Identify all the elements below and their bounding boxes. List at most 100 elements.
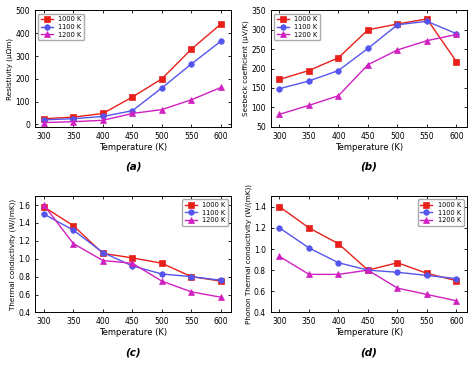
1100 K <box>395 270 401 275</box>
1100 K <box>41 212 47 216</box>
1100 K <box>306 79 312 83</box>
1100 K <box>336 68 341 73</box>
Y-axis label: Seebeck coefficient (μV/K): Seebeck coefficient (μV/K) <box>243 21 249 116</box>
1100 K <box>159 272 164 276</box>
1000 K <box>41 205 47 209</box>
Legend: 1000 K, 1100 K, 1200 K: 1000 K, 1100 K, 1200 K <box>274 14 320 40</box>
1200 K <box>306 272 312 277</box>
1000 K <box>129 95 135 99</box>
Legend: 1000 K, 1100 K, 1200 K: 1000 K, 1100 K, 1200 K <box>418 199 464 226</box>
Line: 1100 K: 1100 K <box>41 211 224 283</box>
1200 K <box>41 120 47 125</box>
1000 K <box>189 275 194 279</box>
Line: 1200 K: 1200 K <box>41 85 224 125</box>
1200 K <box>336 93 341 98</box>
Legend: 1000 K, 1100 K, 1200 K: 1000 K, 1100 K, 1200 K <box>38 14 84 40</box>
1000 K <box>100 111 106 116</box>
1000 K <box>41 117 47 121</box>
Legend: 1000 K, 1100 K, 1200 K: 1000 K, 1100 K, 1200 K <box>182 199 228 226</box>
1200 K <box>277 254 283 259</box>
1200 K <box>395 286 401 290</box>
1000 K <box>454 279 459 283</box>
1000 K <box>306 68 312 73</box>
1000 K <box>189 47 194 52</box>
1100 K <box>159 86 164 90</box>
1000 K <box>71 115 76 119</box>
Line: 1000 K: 1000 K <box>41 204 224 284</box>
1100 K <box>129 109 135 113</box>
1200 K <box>100 118 106 123</box>
1000 K <box>218 279 224 283</box>
1100 K <box>100 114 106 118</box>
1200 K <box>129 261 135 265</box>
1100 K <box>277 86 283 91</box>
1000 K <box>454 59 459 64</box>
Y-axis label: Phonon Thermal conductivity (W/(mK)): Phonon Thermal conductivity (W/(mK)) <box>245 184 252 324</box>
1200 K <box>395 48 401 52</box>
1200 K <box>71 241 76 246</box>
1000 K <box>424 271 430 276</box>
Text: (a): (a) <box>125 162 141 171</box>
1000 K <box>71 223 76 228</box>
1200 K <box>218 85 224 90</box>
1000 K <box>424 17 430 21</box>
Line: 1100 K: 1100 K <box>277 18 459 92</box>
1200 K <box>189 98 194 102</box>
Line: 1000 K: 1000 K <box>277 16 459 82</box>
1200 K <box>41 203 47 207</box>
1200 K <box>336 272 341 277</box>
1100 K <box>395 22 401 27</box>
1100 K <box>218 39 224 43</box>
1100 K <box>365 46 371 51</box>
1100 K <box>336 261 341 265</box>
1100 K <box>365 268 371 272</box>
1100 K <box>129 264 135 268</box>
1200 K <box>277 112 283 117</box>
X-axis label: Temperature (K): Temperature (K) <box>99 143 167 152</box>
1200 K <box>306 103 312 107</box>
1000 K <box>395 261 401 265</box>
1000 K <box>277 77 283 82</box>
Line: 1200 K: 1200 K <box>277 32 459 117</box>
1000 K <box>277 205 283 209</box>
Line: 1200 K: 1200 K <box>41 202 224 300</box>
1100 K <box>189 62 194 66</box>
1200 K <box>454 32 459 37</box>
1100 K <box>424 19 430 24</box>
1100 K <box>100 250 106 255</box>
Text: (d): (d) <box>360 347 377 357</box>
1200 K <box>365 63 371 67</box>
1000 K <box>218 22 224 26</box>
Text: (b): (b) <box>360 162 377 171</box>
1200 K <box>424 292 430 297</box>
1100 K <box>454 276 459 281</box>
1100 K <box>424 273 430 277</box>
1000 K <box>365 268 371 272</box>
Line: 1100 K: 1100 K <box>277 225 459 282</box>
1200 K <box>71 120 76 124</box>
Line: 1200 K: 1200 K <box>277 254 459 304</box>
1000 K <box>129 256 135 260</box>
1200 K <box>159 107 164 112</box>
1100 K <box>306 246 312 250</box>
X-axis label: Temperature (K): Temperature (K) <box>335 328 403 337</box>
1200 K <box>424 39 430 43</box>
1100 K <box>71 117 76 121</box>
1100 K <box>454 32 459 36</box>
Y-axis label: Thermal conductivity (W/(mK)): Thermal conductivity (W/(mK)) <box>9 199 16 310</box>
1100 K <box>189 275 194 279</box>
1000 K <box>336 241 341 246</box>
1200 K <box>454 298 459 303</box>
Line: 1000 K: 1000 K <box>41 21 224 121</box>
1200 K <box>189 290 194 294</box>
1000 K <box>365 28 371 32</box>
1100 K <box>71 228 76 232</box>
Text: (c): (c) <box>126 347 141 357</box>
1200 K <box>129 111 135 116</box>
1000 K <box>100 251 106 256</box>
1100 K <box>41 118 47 122</box>
Y-axis label: Resistivity (μΩm): Resistivity (μΩm) <box>7 38 13 100</box>
1000 K <box>306 226 312 230</box>
1200 K <box>100 258 106 263</box>
1100 K <box>277 226 283 230</box>
